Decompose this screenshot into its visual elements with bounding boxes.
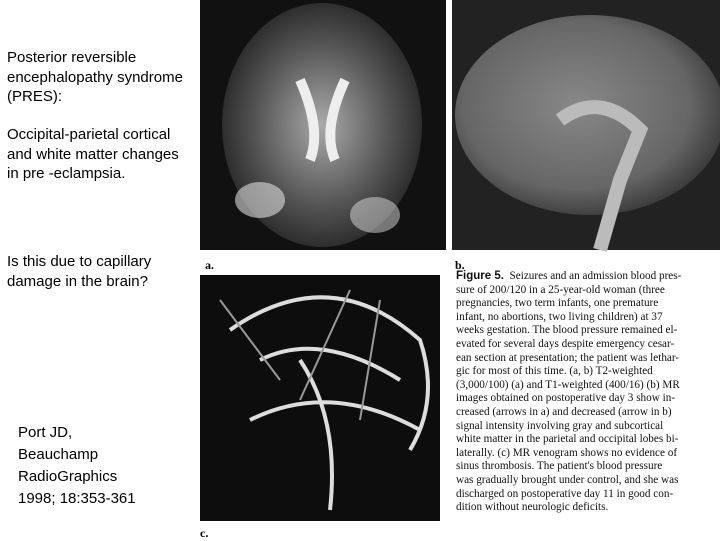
caption-text: images obtained on postoperative day 3 s… [456, 392, 676, 405]
caption-text: pregnancies, two term infants, one prema… [456, 297, 659, 310]
panel-label: a. [205, 258, 214, 272]
caption-label: Figure 5. [456, 270, 504, 282]
lesion [235, 182, 285, 218]
caption: Figure 5. Seizures and an admission bloo… [456, 270, 718, 515]
heading: Posterior reversible encephalopathy synd… [7, 49, 183, 105]
citation-line: 1998; 18:353-361 [18, 490, 136, 507]
caption-line: (3,000/100) (a) and T1-weighted (400/16)… [456, 379, 718, 393]
ventricles [295, 77, 350, 162]
caption-line: ean section at presentation; the patient… [456, 352, 718, 366]
caption-text: was gradually brought under control, and… [456, 473, 679, 486]
caption-text: gic for most of this time. (a, b) T2-wei… [456, 365, 653, 378]
caption-line: images obtained on postoperative day 3 s… [456, 392, 718, 406]
caption-text: ean section at presentation; the patient… [456, 351, 680, 364]
panel-label: c. [200, 526, 209, 540]
lesion [350, 197, 400, 233]
question: Is this due to capillary damage in the b… [7, 253, 152, 290]
caption-text: white matter in the parietal and occipit… [456, 433, 679, 446]
caption-line: sinus thrombosis. The patient's blood pr… [456, 460, 718, 474]
panel-label: b. [455, 258, 465, 272]
caption-text: infant, no abortions, two living childre… [456, 310, 663, 323]
caption-text: signal intensity involving gray and subc… [456, 419, 664, 432]
caption-text: discharged on postoperative day 11 in go… [456, 487, 674, 500]
citation-line: Beauchamp [18, 446, 99, 463]
caption-text: laterally. (c) MR venogram shows no evid… [456, 446, 678, 459]
citation: Port JD, Beauchamp RadioGraphics 1998; 18:3… [14, 420, 192, 512]
citation-line: Port JD, [18, 424, 73, 441]
caption-line: Figure 5. Seizures and an admission bloo… [456, 270, 718, 284]
caption-line: white matter in the parietal and occipit… [456, 433, 718, 447]
caption-line: pregnancies, two term infants, one prema… [456, 297, 718, 311]
caption-line: sure of 200/120 in a 25-year-old woman (… [456, 284, 718, 298]
caption-line: discharged on postoperative day 11 in go… [456, 488, 718, 502]
caption-text: (3,000/100) (a) and T1-weighted (400/16)… [456, 378, 680, 391]
caption-line: was gradually brought under control, and… [456, 474, 718, 488]
vessels [219, 289, 381, 421]
caption-line: creased (arrows in a) and decreased (arr… [456, 406, 718, 420]
caption-line: dition without neurologic deficits. [456, 501, 718, 515]
caption-text: Seizures and an admission blood pres- [509, 270, 682, 282]
finding: Occipital-parietal cortical and white ma… [7, 126, 179, 182]
caption-line: evated for several days despite emergenc… [456, 338, 718, 352]
brainstem [555, 100, 649, 252]
citation-line: RadioGraphics [18, 468, 118, 485]
brain-sagittal [455, 15, 720, 215]
caption-text: evated for several days despite emergenc… [456, 337, 675, 350]
caption-text: dition without neurologic deficits. [456, 501, 609, 514]
caption-line: infant, no abortions, two living childre… [456, 311, 718, 325]
vessels [228, 295, 430, 511]
caption-line: laterally. (c) MR venogram shows no evid… [456, 447, 718, 461]
caption-text: sinus thrombosis. The patient's blood pr… [456, 460, 663, 473]
caption-text: creased (arrows in a) and decreased (arr… [456, 405, 672, 418]
caption-text: sure of 200/120 in a 25-year-old woman (… [456, 283, 665, 296]
caption-line: gic for most of this time. (a, b) T2-wei… [456, 365, 718, 379]
caption-text: weeks gestation. The blood pressure rema… [456, 324, 678, 337]
caption-line: weeks gestation. The blood pressure rema… [456, 324, 718, 338]
caption-line: signal intensity involving gray and subc… [456, 420, 718, 434]
